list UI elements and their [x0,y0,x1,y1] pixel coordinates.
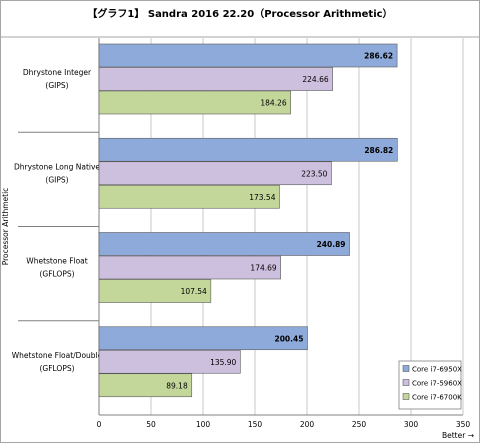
category-label: Dhrystone Integer [23,68,92,77]
data-label: 173.54 [249,193,275,202]
category-label: (GFLOPS) [39,270,74,279]
bar [98,373,193,398]
legend-label: Core i7-6700K [412,394,462,402]
bar [98,137,398,162]
category-label: (GFLOPS) [39,364,74,373]
bar [98,326,308,351]
legend-swatch [402,365,410,372]
legend-label: Core i7-5960X [412,380,462,388]
data-label: 174.69 [250,264,276,273]
x-tick-label: 350 [456,420,471,429]
data-label: 223.50 [301,169,327,178]
bar [98,67,333,91]
bar [98,255,281,280]
x-tick-label: 200 [300,420,315,429]
x-axis-title: Better → [442,431,474,440]
bar [98,232,350,256]
bar [98,184,280,209]
y-axis-title: Processor Arithmetic [1,188,10,266]
x-tick-label: 250 [352,420,367,429]
x-tick-label: 300 [404,420,419,429]
bar [98,161,332,186]
data-label: 224.66 [302,75,328,84]
x-tick-label: 50 [146,420,156,429]
x-tick-label: 100 [196,420,211,429]
category-label: Whetstone Float [26,257,87,266]
bar [98,279,212,303]
data-label: 107.54 [181,287,207,296]
data-label: 286.62 [364,52,393,61]
bar [98,349,241,374]
data-label: 135.90 [210,358,236,367]
legend-box [398,360,462,410]
category-label: (GIPS) [45,175,68,184]
data-label: 184.26 [260,99,286,108]
x-tick-label: 150 [248,420,263,429]
legend-swatch [402,393,410,400]
data-label: 89.18 [166,381,188,390]
legend-label: Core i7-6950X [412,366,462,374]
bar [98,43,398,68]
x-tick-label: 0 [97,420,102,429]
category-label: Dhrystone Long Native [14,162,100,171]
category-label: Whetstone Float/Double [12,351,103,360]
legend-swatch [402,379,410,386]
chart-title: 【グラフ1】 Sandra 2016 22.20（Processor Arith… [87,7,392,20]
bar [98,90,291,115]
category-label: (GIPS) [45,81,68,90]
data-label: 240.89 [317,240,346,249]
data-label: 286.82 [364,146,393,155]
data-label: 200.45 [275,334,304,343]
